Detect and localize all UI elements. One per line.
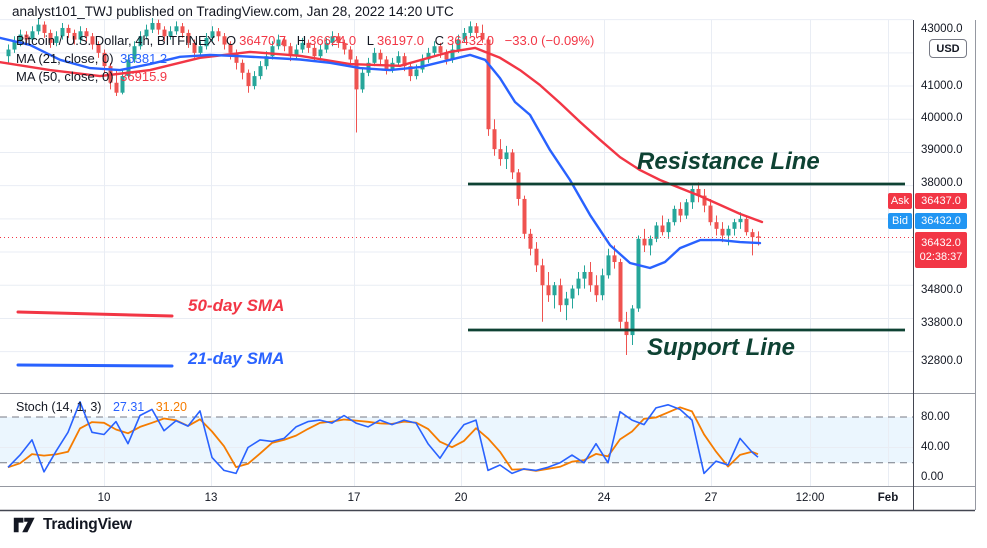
- close-value: 36432.0: [447, 33, 495, 48]
- tradingview-logo-icon: [13, 517, 35, 533]
- stoch-legend: Stoch (14, 1, 3) 27.31 31.20: [16, 400, 195, 414]
- axis-price-label: 39000.0: [921, 144, 963, 156]
- resistance-line-label: Resistance Line: [637, 148, 820, 175]
- stoch-k-value: 27.31: [112, 400, 145, 414]
- bid-badge: Bid: [888, 213, 912, 229]
- axis-price-label: 34800.0: [921, 284, 963, 296]
- axis-price-label: 0.00: [921, 471, 944, 483]
- stoch-title: Stoch (14, 1, 3): [16, 400, 102, 414]
- change-value: −33.0 (−0.09%): [504, 33, 595, 48]
- axis-time-label: 27: [704, 492, 718, 504]
- tradingview-logo-text: TradingView: [43, 516, 132, 533]
- sma50-label: 50-day SMA: [188, 296, 285, 315]
- axis-time-label: 17: [347, 492, 361, 504]
- sma21-label: 21-day SMA: [188, 349, 285, 368]
- axis-price-label: 40.00: [921, 441, 950, 453]
- axis-price-label: 41000.0: [921, 80, 963, 92]
- ask-price-badge: 36437.0: [915, 193, 967, 209]
- ma21-value: 36381.2: [120, 51, 168, 66]
- high-value: 36624.0: [309, 33, 357, 48]
- axis-time-label: Feb: [877, 492, 899, 504]
- open-label: O: [226, 33, 237, 48]
- attribution-text: analyst101_TWJ published on TradingView.…: [12, 4, 454, 19]
- support-line-label: Support Line: [647, 334, 795, 361]
- ma50-legend: MA (50, close, 0) 36915.9: [16, 69, 167, 84]
- ma50-value: 36915.9: [120, 69, 168, 84]
- axis-price-label: 80.00: [921, 411, 950, 423]
- last-price-badge: 36432.0 02:38:37: [915, 232, 967, 268]
- axis-price-label: 43000.0: [921, 23, 963, 35]
- candles-layer: [6, 18, 761, 355]
- stoch-d-value: 31.20: [155, 400, 187, 414]
- currency-badge: USD: [929, 39, 967, 58]
- stoch-layer: [7, 400, 759, 475]
- ma21-label: MA (21, close, 0): [16, 51, 114, 66]
- low-label: L: [366, 33, 375, 48]
- bid-price-badge: 36432.0: [915, 213, 967, 229]
- ask-badge: Ask: [888, 193, 912, 209]
- ma50-label: MA (50, close, 0): [16, 69, 114, 84]
- axis-price-label: 33800.0: [921, 317, 963, 329]
- ma21-legend: MA (21, close, 0) 36381.2: [16, 51, 167, 66]
- axis-time-label: 13: [204, 492, 218, 504]
- bar-countdown: 02:38:37: [919, 251, 963, 263]
- low-value: 36197.0: [377, 33, 425, 48]
- last-price-value: 36432.0: [921, 237, 961, 249]
- axis-time-label: 12:00: [795, 492, 825, 504]
- axis-time-label: 20: [454, 492, 468, 504]
- high-label: H: [296, 33, 307, 48]
- symbol-title: Bitcoin / U.S. Dollar, 4h, BITFINEX: [16, 33, 216, 48]
- axis-time-label: 24: [597, 492, 611, 504]
- axis-price-label: 32800.0: [921, 355, 963, 367]
- ma-layer: [0, 36, 764, 270]
- symbol-legend: Bitcoin / U.S. Dollar, 4h, BITFINEX O 364…: [16, 33, 594, 48]
- close-label: C: [434, 33, 445, 48]
- open-value: 36470.7: [239, 33, 287, 48]
- axis-price-label: 40000.0: [921, 112, 963, 124]
- axis-price-label: 38000.0: [921, 177, 963, 189]
- tradingview-logo[interactable]: TradingView: [13, 515, 132, 535]
- axis-time-label: 10: [97, 492, 111, 504]
